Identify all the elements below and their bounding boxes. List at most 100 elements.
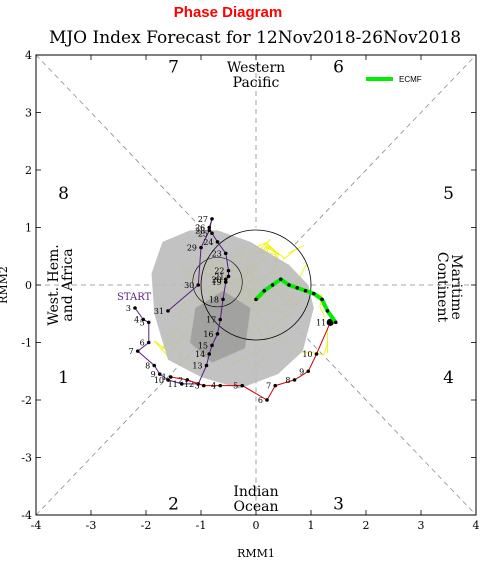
series-0-point-14	[215, 332, 220, 336]
series-ecmf-point-9	[320, 297, 324, 302]
x-tick-label-6: 2	[363, 519, 370, 532]
series-1-point-8	[292, 378, 297, 382]
phase-label-7: 7	[168, 58, 179, 78]
series-0-point-26	[207, 228, 212, 233]
series-0-point-12	[207, 352, 212, 356]
region-left-line1: West. Hem.	[46, 244, 62, 325]
series-1-point-5	[240, 383, 245, 388]
phase-label-6: 6	[333, 58, 344, 78]
series-0-point-9	[179, 382, 184, 386]
series-0-point-label-4: 6	[140, 339, 145, 348]
divider-nw	[35, 54, 218, 245]
chart-title: MJO Index Forecast for 12Nov2018-26Nov20…	[49, 28, 461, 48]
series-0-point-label-5: 7	[129, 347, 134, 356]
y-tick-label-1: -3	[21, 452, 32, 465]
x-tick-label-8: 4	[473, 519, 480, 532]
series-0-point-15	[218, 317, 223, 322]
series-0-point-label-12: 14	[195, 350, 205, 359]
unit-circle	[200, 229, 312, 341]
start-label: START	[117, 292, 152, 303]
series-0-point-label-6: 8	[145, 362, 150, 371]
region-left-line2: and Africa	[60, 248, 76, 321]
series-0-point-label-22: 24	[203, 238, 213, 247]
series-1-point-2	[185, 378, 190, 382]
x-tick-label-1: -3	[86, 519, 97, 532]
series-0-point-5	[135, 349, 140, 353]
series-1-point-label-6: 6	[258, 396, 263, 405]
series-0-point-label-10: 12	[184, 380, 194, 389]
region-top-line1: Western	[227, 60, 285, 76]
phase-label-1: 1	[58, 368, 69, 388]
series-1-point-label-1: 1	[162, 373, 167, 382]
x-tick-label-7: 3	[418, 519, 425, 532]
series-1-point-label-10: 10	[302, 350, 312, 359]
series-0-point-label-19: 21	[214, 272, 224, 281]
series-1-point-3	[201, 383, 206, 388]
series-0-point-label-9: 11	[168, 380, 178, 389]
series-ecmf-point-7	[303, 288, 308, 293]
series-ecmf-point-11	[333, 320, 338, 325]
series-0-point-25	[210, 217, 214, 221]
region-bottom-line2: Ocean	[234, 499, 279, 515]
series-ecmf-point-8	[311, 291, 316, 296]
series-0-point-label-18: 20	[212, 275, 222, 284]
y-axis-label: RMM2	[0, 266, 10, 304]
series-0-point-label-23: 25	[198, 229, 208, 238]
series-0-point-22	[215, 240, 220, 244]
series-ecmf-point-2	[262, 288, 267, 293]
legend-ecmf-label: ECMF	[399, 75, 422, 84]
phase-label-2: 2	[168, 495, 179, 515]
series-1-point-label-8: 8	[285, 376, 290, 385]
series-1-point-9	[306, 369, 311, 374]
series-1-point-4	[218, 383, 223, 388]
series-0-point-4	[146, 340, 151, 345]
series-0-point-23	[210, 231, 214, 236]
series-0-point-6	[152, 363, 157, 368]
series-0-point-24	[207, 225, 212, 230]
series-0-point-label-26: 28	[195, 226, 205, 235]
region-right-line1: Maritime	[448, 254, 464, 320]
series-0-point-label-7: 9	[151, 370, 156, 379]
series-0-point-label-27: 29	[187, 244, 197, 253]
series-0-point-27	[199, 245, 203, 250]
series-1-point-6	[265, 398, 269, 402]
series-1-point-7	[273, 383, 278, 388]
legend: ECMF	[366, 75, 422, 84]
series-1-point-label-9: 9	[299, 367, 304, 376]
series-0-point-label-25: 27	[198, 215, 208, 224]
phase-label-3: 3	[333, 495, 344, 515]
series-1-point-label-11: 11	[316, 318, 326, 327]
series-0-point-label-1: 3	[126, 304, 131, 313]
series-ecmf-point-3	[270, 283, 275, 287]
series-1-point-1	[168, 375, 173, 379]
series-0-point-label-2: 4	[134, 316, 139, 325]
x-tick-label-5: 1	[308, 519, 315, 532]
series-1-point-label-5: 5	[233, 382, 238, 391]
series-0-point-label-8: 10	[154, 376, 164, 385]
series-0-point-19	[226, 274, 231, 279]
series-0-point-label-3: 5	[140, 318, 145, 327]
series-0-point-3	[146, 320, 151, 325]
series-0-point-label-13: 15	[198, 341, 208, 350]
series-1-point-label-4: 4	[211, 382, 216, 391]
x-tick-label-2: -2	[141, 519, 152, 532]
header-title: Phase Diagram	[174, 4, 282, 21]
series-0-point-label-20: 22	[214, 267, 224, 276]
series-0-point-label-16: 18	[209, 295, 219, 304]
y-tick-label-4: 0	[25, 279, 32, 292]
region-top: Western Pacific	[227, 60, 285, 91]
series-1-point-label-7: 7	[266, 382, 271, 391]
y-tick-label-2: -2	[21, 394, 32, 407]
region-top-line2: Pacific	[233, 75, 280, 91]
y-tick-label-3: -1	[21, 337, 32, 350]
y-tick-label-8: 4	[25, 49, 32, 62]
region-right: Maritime Continent	[434, 252, 464, 323]
region-right-line2: Continent	[434, 252, 450, 323]
series-1-point-label-2: 2	[178, 376, 183, 385]
series-0-point-2	[141, 317, 146, 322]
series-0-point-8	[166, 378, 170, 382]
series-0-point-label-29: 31	[154, 307, 164, 316]
y-tick-label-5: 1	[25, 222, 32, 235]
